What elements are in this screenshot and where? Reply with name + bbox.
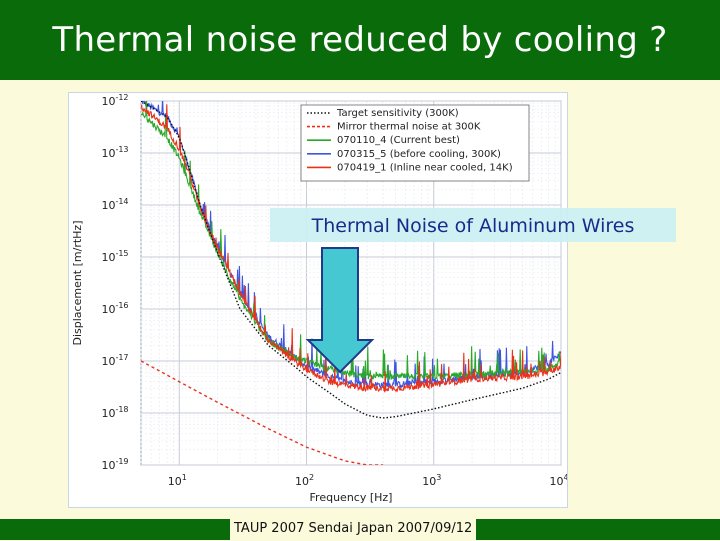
chart-figure: 101 102 103 104 10-12 10-13 10-14 10-15 10-16 10-… xyxy=(68,92,569,508)
noise-spectrum-chart: 101 102 103 104 10-12 10-13 10-14 10-15 10-16 10-… xyxy=(71,93,569,504)
legend-entry: Target sensitivity (300K) xyxy=(336,108,459,119)
x-axis-label: Frequency [Hz] xyxy=(310,491,393,504)
y-tick-label: 10-14 xyxy=(101,197,128,212)
y-tick-label: 10-13 xyxy=(101,145,128,160)
y-tick-label: 10-19 xyxy=(101,457,128,472)
series-line-3 xyxy=(141,101,561,419)
slide-header: Thermal noise reduced by cooling ? xyxy=(0,0,720,80)
x-tick-label: 103 xyxy=(422,473,441,488)
legend-entry: Mirror thermal noise at 300K xyxy=(337,122,481,133)
slide-title: Thermal noise reduced by cooling ? xyxy=(52,20,668,60)
y-tick-label: 10-17 xyxy=(101,353,128,368)
slide-footer-text: TAUP 2007 Sendai Japan 2007/09/12 xyxy=(230,518,477,541)
series-line-0 xyxy=(141,101,561,390)
legend-entry: 070110_4 (Current best) xyxy=(337,135,460,146)
y-tick-label: 10-16 xyxy=(101,301,128,316)
legend-box xyxy=(300,104,530,182)
y-axis-label: Displacement [m/rtHz] xyxy=(71,220,84,345)
y-tick-label: 10-18 xyxy=(101,405,128,420)
x-tick-label: 101 xyxy=(168,473,187,488)
legend-entry: 070315_5 (before cooling, 300K) xyxy=(337,149,501,160)
y-tick-label: 10-15 xyxy=(101,249,128,264)
legend-entry: 070419_1 (Inline near cooled, 14K) xyxy=(337,162,513,173)
y-tick-label: 10-12 xyxy=(101,93,128,108)
x-tick-label: 102 xyxy=(295,473,314,488)
series-line-1 xyxy=(141,101,561,381)
x-tick-label: 104 xyxy=(549,473,567,488)
